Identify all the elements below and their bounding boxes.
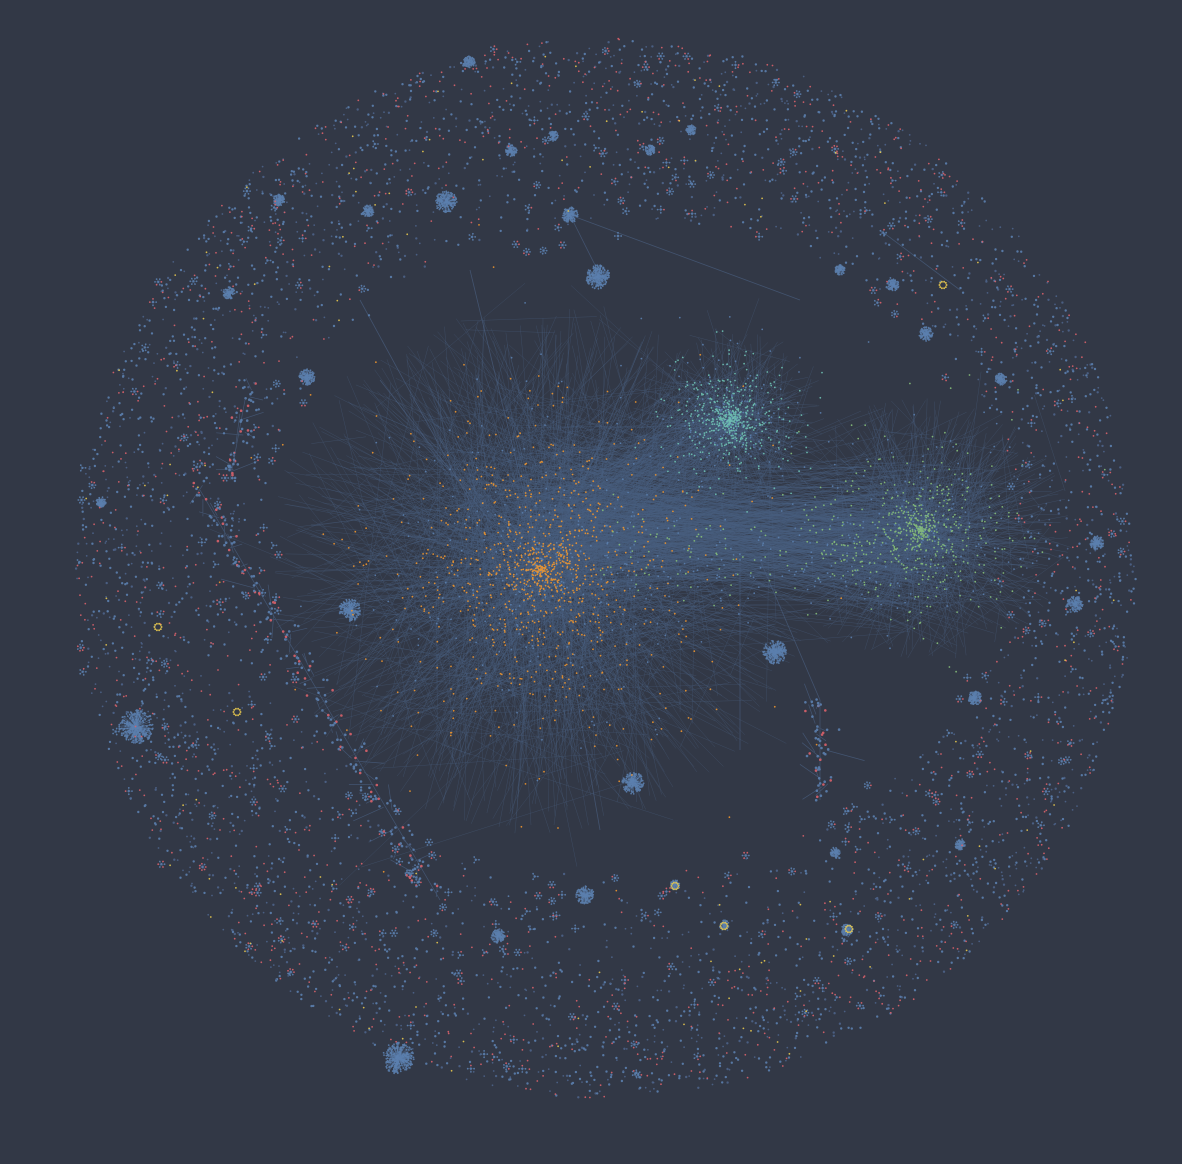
node-group — [634, 330, 823, 513]
node-layer — [74, 37, 1137, 1099]
